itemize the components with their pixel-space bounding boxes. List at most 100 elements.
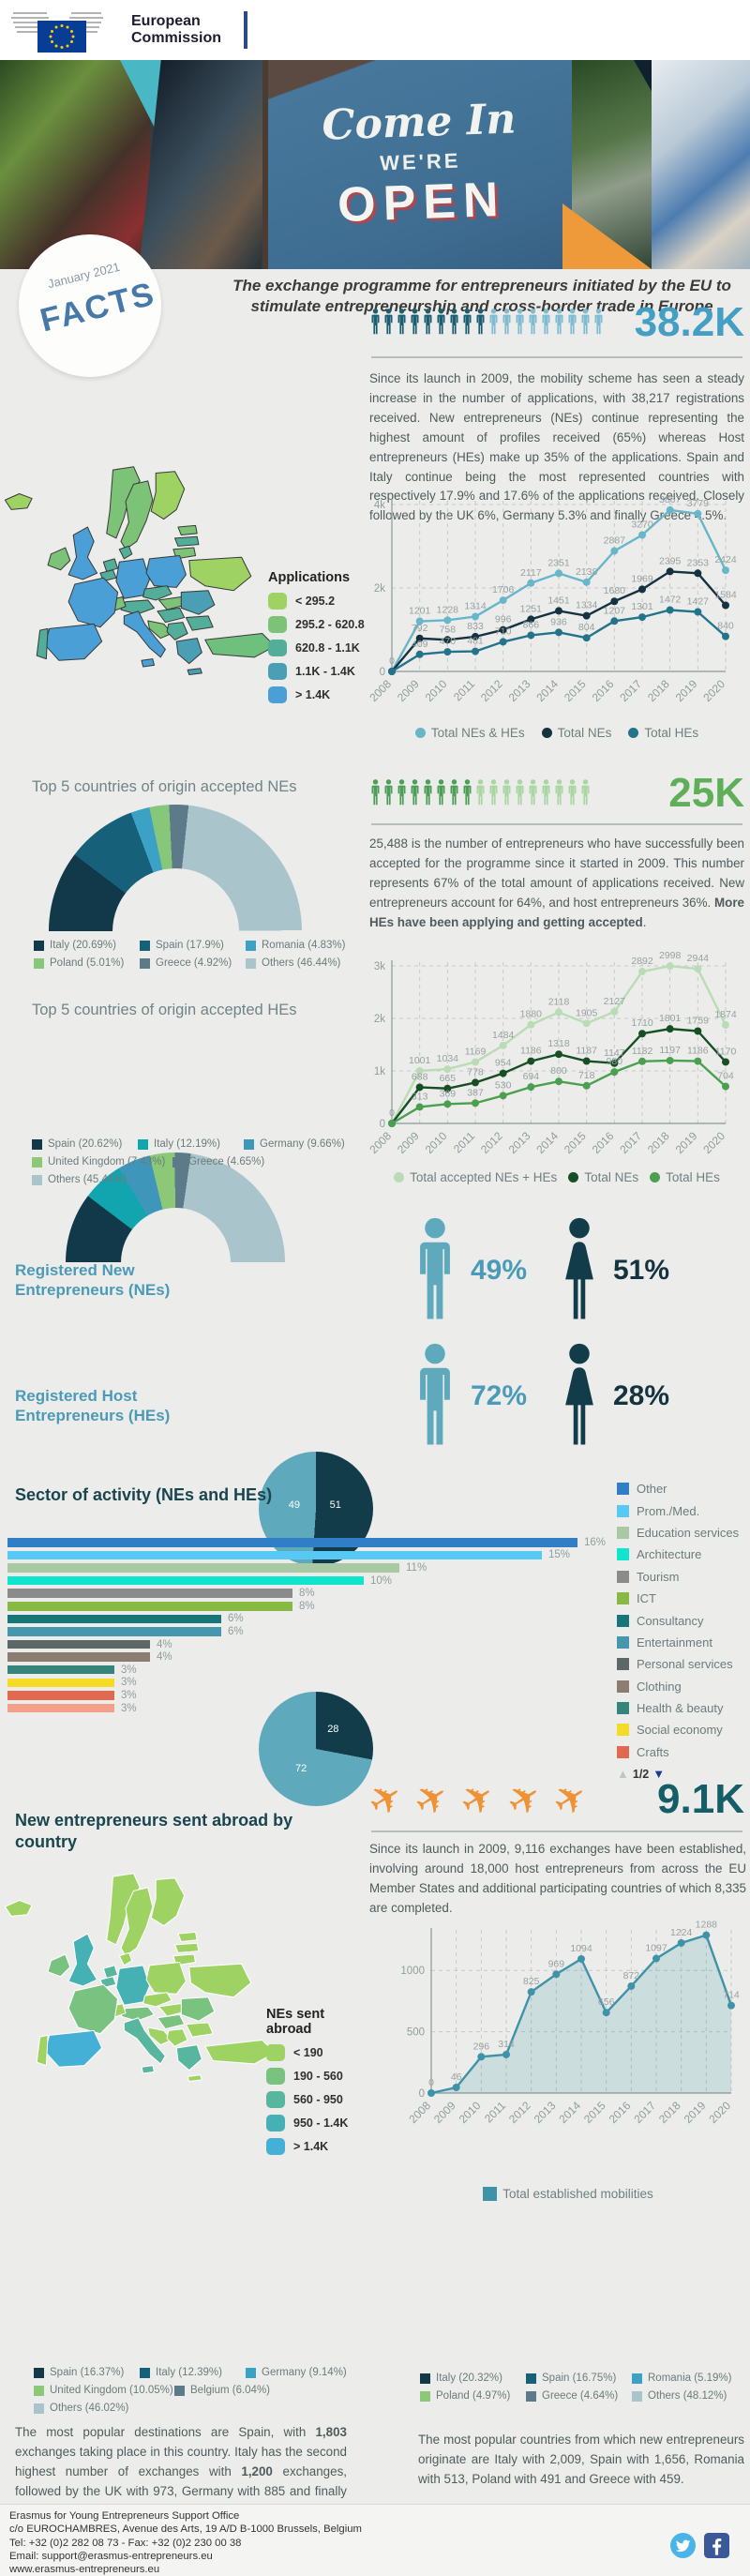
svg-text:1759: 1759 (687, 1015, 710, 1026)
svg-text:2016: 2016 (590, 677, 617, 704)
footer-line-email[interactable]: Email: support@erasmus-entrepreneurs.eu (9, 2551, 213, 2563)
male-icon (437, 779, 445, 806)
male-icon (476, 309, 485, 335)
svg-text:2009: 2009 (431, 2099, 458, 2126)
plane-icon: ✈ (544, 1771, 596, 1827)
map-legend-title: Applications (268, 570, 351, 585)
svg-text:1197: 1197 (659, 1045, 681, 1056)
male-icon (542, 309, 550, 335)
male-icon (516, 779, 524, 806)
svg-text:2014: 2014 (533, 1129, 561, 1156)
svg-text:2017: 2017 (617, 1129, 644, 1156)
svg-text:1680: 1680 (604, 585, 626, 596)
donut-legend-item: Others (45.44%) (32, 1174, 138, 1185)
svg-text:1301: 1301 (631, 601, 653, 612)
svg-text:2016: 2016 (590, 1129, 617, 1156)
sector-bar-row: 6% (8, 1625, 617, 1638)
origins-donut-legend: Italy (20.32%) Spain (16.75%) Romania (5.1… (420, 2373, 743, 2408)
map-legend-item: 620.8 - 1.1K (268, 640, 366, 656)
map-legend-item: 1.1K - 1.4K (268, 663, 366, 680)
legend-page-up-icon[interactable]: ▲ (617, 1767, 629, 1782)
male-icon (424, 309, 432, 335)
applications-stat-row: 38.2K (369, 302, 744, 343)
female-icon (565, 1217, 593, 1319)
ne-donut-legend: Italy (20.69%) Spain (17.9%) Romania (4.83… (34, 940, 357, 975)
logo-divider (244, 11, 248, 49)
male-icon (411, 779, 419, 806)
accepted-paragraph-text: 25,488 is the number of entrepreneurs wh… (369, 836, 744, 910)
svg-text:3k: 3k (374, 961, 385, 972)
legend-page-down-icon[interactable]: ▼ (652, 1767, 666, 1782)
male-icon (502, 779, 511, 806)
svg-text:1186: 1186 (520, 1046, 542, 1057)
donut-legend-item: Spain (16.75%) (526, 2373, 632, 2384)
footer-line-website[interactable]: www.erasmus-entrepreneurs.eu (9, 2564, 160, 2576)
svg-text:2012: 2012 (478, 677, 505, 704)
destinations-paragraph: The most popular destinations are Spain,… (15, 2423, 347, 2522)
male-icon (384, 779, 393, 806)
male-icon (463, 309, 472, 335)
svg-text:313: 313 (412, 1091, 428, 1102)
svg-text:2020: 2020 (700, 1129, 728, 1156)
svg-text:2017: 2017 (631, 2099, 658, 2126)
map-legend-item: 950 - 1.4K (266, 2115, 366, 2132)
he-donut-title: Top 5 countries of origin accepted HEs (32, 1002, 297, 1018)
chart-legend-item: Total NEs & HEs (414, 726, 525, 740)
male-icon (420, 1343, 450, 1445)
svg-text:409: 409 (412, 639, 428, 650)
chart-legend-item: Total NEs (541, 726, 611, 740)
sector-bar-row: 3% (8, 1689, 617, 1702)
svg-text:1451: 1451 (548, 595, 570, 606)
donut-legend-item: Romania (5.19%) (632, 2373, 738, 2384)
svg-text:1801: 1801 (659, 1013, 682, 1024)
facebook-icon[interactable] (704, 2533, 729, 2558)
male-icon (489, 779, 498, 806)
header-bar: European Commission (0, 0, 750, 60)
svg-text:2015: 2015 (562, 677, 589, 704)
svg-text:500: 500 (407, 2027, 425, 2039)
map-legend-item: < 190 (266, 2044, 366, 2061)
svg-text:369: 369 (440, 1088, 457, 1099)
svg-text:0: 0 (428, 2077, 434, 2088)
svg-text:2011: 2011 (451, 1129, 477, 1155)
svg-text:1182: 1182 (632, 1046, 653, 1057)
svg-text:1097: 1097 (645, 1943, 668, 1954)
svg-text:2008: 2008 (367, 1129, 394, 1156)
sector-legend-item: Crafts (617, 1741, 750, 1763)
donut-legend-item: Others (46.02%) (34, 2403, 140, 2414)
male-icon (476, 779, 485, 806)
accepted-paragraph-end: . (642, 914, 647, 929)
registrations-chart-legend: Total NEs & HEs Total NEs Total HEs (364, 726, 750, 740)
svg-text:2012: 2012 (478, 1129, 505, 1156)
svg-text:694: 694 (523, 1071, 540, 1082)
female-icon (565, 1343, 593, 1445)
svg-text:1874: 1874 (714, 1009, 737, 1020)
svg-text:2k: 2k (374, 1014, 385, 1025)
svg-text:2016: 2016 (607, 2099, 634, 2126)
svg-text:2014: 2014 (533, 677, 561, 704)
he-origin-donut (66, 1152, 285, 1262)
male-icon (502, 309, 511, 335)
svg-text:1584: 1584 (714, 590, 737, 601)
male-icon (450, 779, 458, 806)
gender-ne-label: Registered New Entrepreneurs (NEs) (15, 1261, 171, 1300)
donut-legend-item: Poland (4.97%) (420, 2390, 526, 2402)
svg-text:2887: 2887 (604, 535, 626, 547)
donut-legend-item: Spain (20.62%) (32, 1138, 138, 1150)
male-icon (411, 1343, 459, 1453)
donut-legend-item: Spain (17.9%) (140, 940, 246, 951)
people-icons-accepted (369, 773, 592, 812)
destinations-b2: 1,200 (241, 2463, 273, 2478)
svg-text:1969: 1969 (631, 573, 653, 584)
svg-text:1170: 1170 (715, 1046, 737, 1057)
gender-ne-female-pct: 51% (613, 1255, 670, 1286)
map-legend-item: 560 - 950 (266, 2091, 366, 2108)
destinations-t2: exchanges taking place in this country. … (15, 2444, 347, 2478)
chart-legend-item: Total accepted NEs + HEs (394, 1170, 557, 1184)
mobilities-area-chart: 0 500 1000 20082009201020112012201320142015… (400, 1920, 740, 2126)
male-icon (437, 309, 445, 335)
map-legend-applications: Applications < 295.2 295.2 - 620.8 620.8 -… (268, 570, 366, 710)
svg-text:1484: 1484 (492, 1030, 515, 1041)
donut-legend-item: Italy (20.69%) (34, 940, 140, 951)
twitter-icon[interactable] (670, 2533, 696, 2558)
